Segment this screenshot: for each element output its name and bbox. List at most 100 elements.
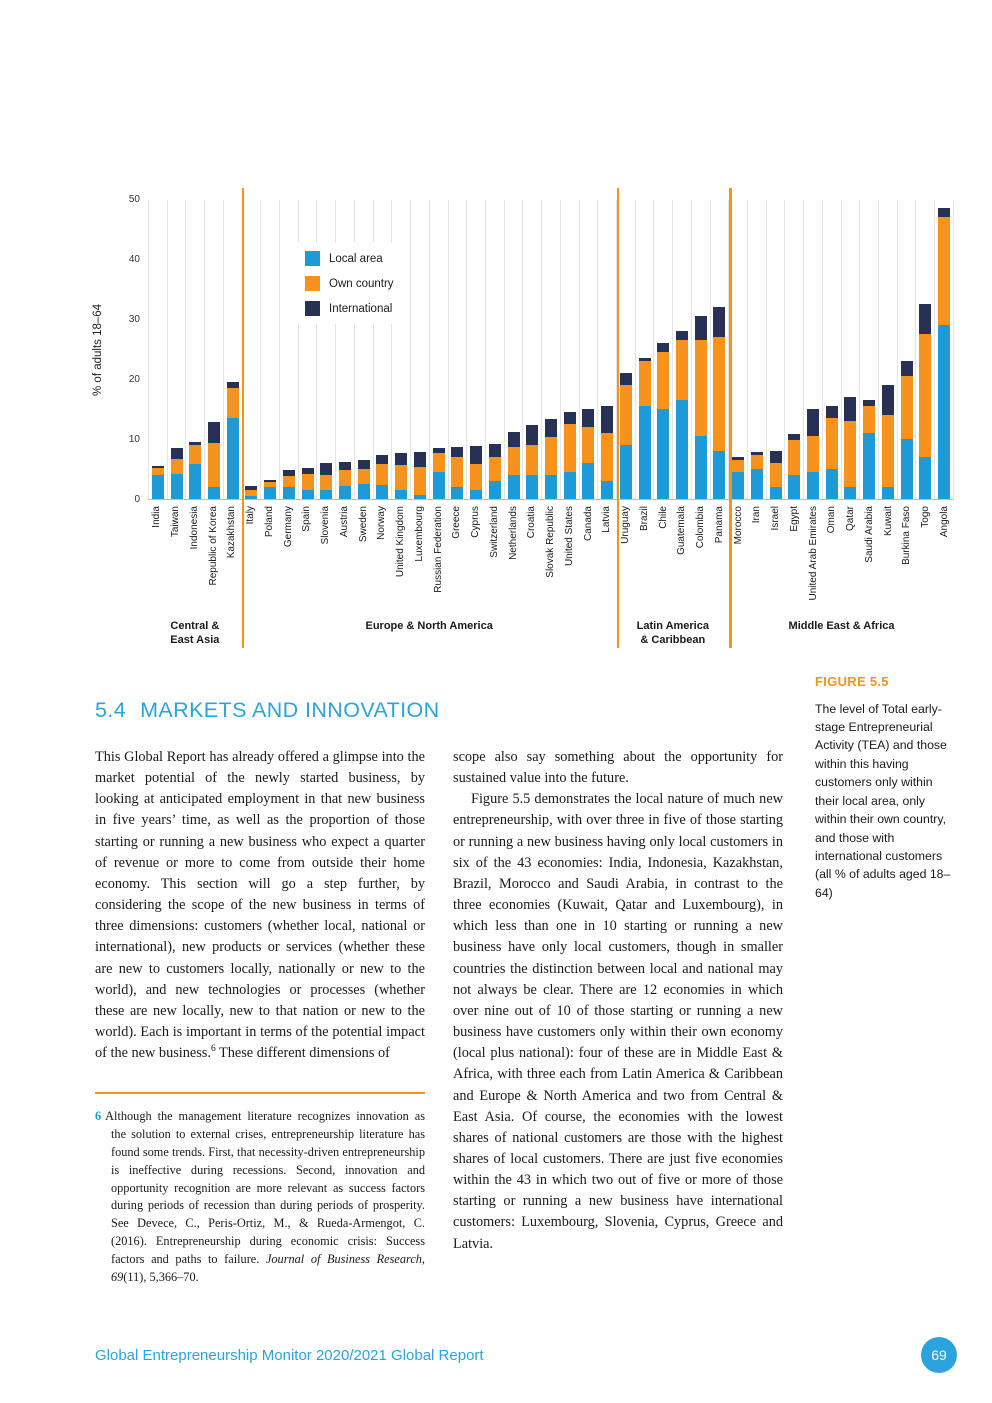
x-axis-label: India (151, 506, 163, 528)
bar-panama (709, 200, 729, 499)
bar-segment (357, 469, 370, 484)
bar-brazil (634, 200, 654, 499)
region-label: Central & East Asia (170, 620, 220, 646)
bar-segment (507, 475, 520, 499)
x-axis-label: United Kingdom (395, 506, 407, 578)
bar-segment (170, 458, 183, 474)
left-column: This Global Report has already offered a… (95, 747, 425, 1287)
bar-togo (915, 200, 934, 499)
footnote-text: 6 Although the management literature reco… (95, 1108, 425, 1286)
bar-segment (357, 484, 370, 499)
legend-label: Own country (329, 277, 394, 290)
bar-segment (264, 482, 277, 487)
bar-segment (339, 485, 352, 499)
footnote-reference: 6 (210, 1044, 216, 1055)
bar-segment (339, 461, 352, 471)
bar-segment (451, 487, 464, 499)
bar-segment (395, 452, 408, 465)
bar-segment (881, 385, 894, 415)
footnote-marker: 6 (95, 1109, 102, 1124)
x-axis-label: Spain (301, 506, 313, 532)
bar-segment (938, 325, 951, 499)
bar-segment (339, 470, 352, 486)
bar-segment (675, 340, 688, 400)
bar-segment (863, 433, 876, 499)
bar-segment (189, 442, 202, 446)
bar-segment (413, 467, 426, 495)
bar-kuwait (878, 200, 897, 499)
section-heading: 5.4 MARKETS AND INNOVATION (95, 698, 785, 723)
bar-segment (713, 337, 726, 451)
bar-norway (372, 200, 392, 499)
bar-segment (769, 451, 782, 463)
text-columns: This Global Report has already offered a… (95, 747, 785, 1287)
bar-segment (432, 448, 445, 453)
bar-segment (844, 397, 857, 421)
bar-segment (264, 479, 277, 483)
bar-segment (526, 475, 539, 499)
legend-label: Local area (329, 252, 383, 265)
bar-canada (578, 200, 598, 499)
bar-segment (151, 466, 164, 468)
bar-segment (807, 409, 820, 436)
region-label: Middle East & Africa (788, 620, 895, 632)
bar-segment (657, 352, 670, 409)
x-axis-label: Brazil (638, 506, 650, 532)
bar-segment (451, 446, 464, 457)
figure-caption-label: FIGURE 5.5 (815, 674, 889, 689)
y-tick-label: 0 (134, 494, 140, 505)
region-separator (616, 188, 620, 648)
section-5-4: 5.4 MARKETS AND INNOVATION This Global Re… (95, 698, 785, 1287)
bar-oman (821, 200, 841, 499)
x-axis-label: Kazakhstan (226, 506, 238, 559)
bar-iran (747, 200, 766, 499)
bar-russian-federation (428, 200, 448, 499)
bar-segment (769, 463, 782, 487)
bar-segment (357, 460, 370, 469)
bar-segment (395, 464, 408, 490)
bar-guatemala (672, 200, 691, 499)
bar-segment (151, 475, 164, 499)
bar-segment (638, 406, 651, 499)
footer-report-title: Global Entrepreneurship Monitor 2020/202… (95, 1346, 484, 1364)
bar-italy (241, 200, 261, 499)
bar-segment (619, 445, 632, 499)
bar-segment (732, 460, 745, 472)
page-footer: Global Entrepreneurship Monitor 2020/202… (95, 1337, 957, 1373)
bar-segment (919, 334, 932, 457)
legend-swatch (305, 251, 320, 266)
x-axis-label: Switzerland (488, 506, 500, 558)
bar-segment (226, 388, 239, 418)
bar-kazakhstan (222, 200, 242, 499)
x-axis-label: Guatemala (676, 506, 688, 555)
bar-segment (881, 415, 894, 487)
bar-segment (189, 445, 202, 465)
bar-segment (694, 316, 707, 340)
x-axis-label: Norway (376, 506, 388, 540)
bar-segment (844, 421, 857, 487)
bar-united-kingdom (391, 200, 410, 499)
bar-segment (844, 487, 857, 499)
x-axis-label: Indonesia (188, 506, 200, 550)
paragraph-text: These different dimensions of (215, 1045, 390, 1062)
bar-segment (657, 343, 670, 352)
x-axis-label: Republic of Korea (207, 506, 219, 586)
bar-segment (544, 475, 557, 499)
x-axis-label: Iran (751, 506, 763, 524)
bar-segment (226, 418, 239, 499)
bar-segment (282, 476, 295, 487)
x-axis-label: Qatar (845, 506, 857, 532)
bar-segment (938, 208, 951, 217)
x-axis-label: Chile (657, 506, 669, 529)
bar-united-states (559, 200, 579, 499)
x-axis-label: Netherlands (507, 506, 519, 560)
bar-segment (807, 436, 820, 472)
x-axis-label: Morocco (732, 506, 744, 545)
x-axis-label: Slovak Republic (545, 506, 557, 578)
legend-swatch (305, 301, 320, 316)
bar-segment (694, 340, 707, 436)
y-tick-label: 10 (128, 434, 140, 445)
x-axis-label: Colombia (695, 506, 707, 549)
bar-segment (900, 439, 913, 499)
